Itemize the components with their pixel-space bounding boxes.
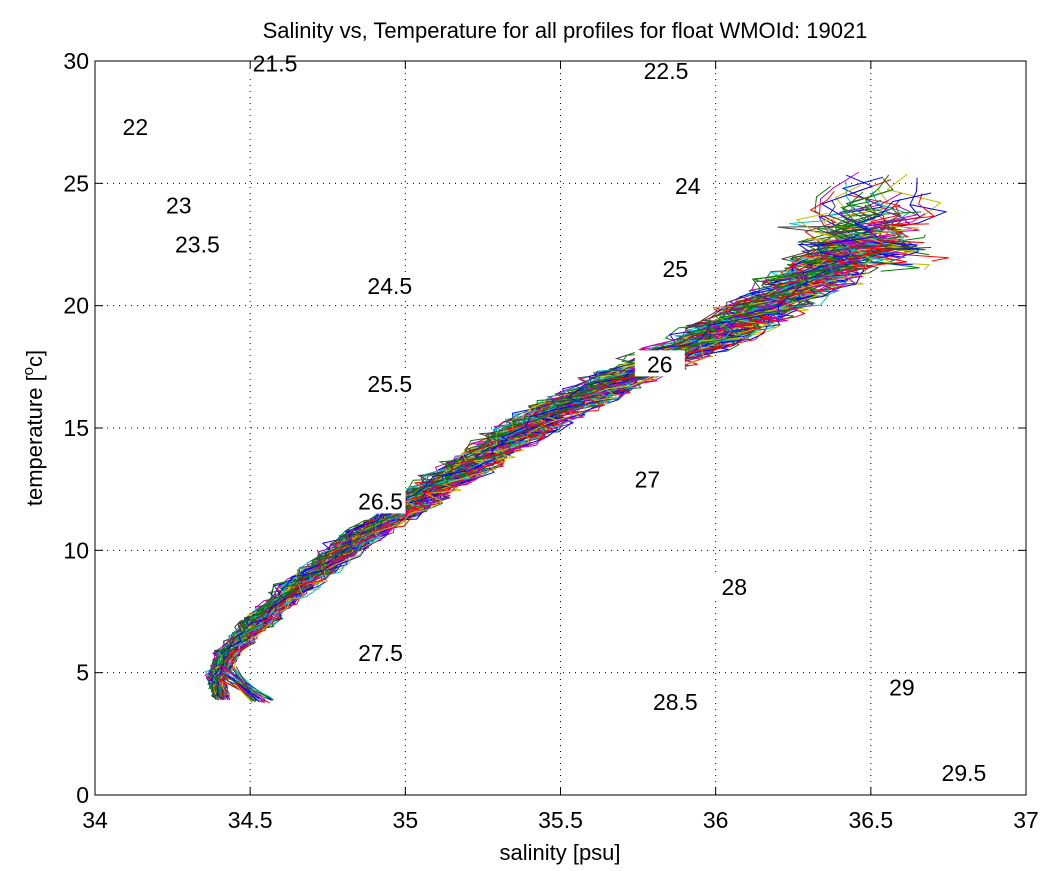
- x-tick-label: 36.5: [848, 807, 893, 833]
- contour-label-bg: [662, 171, 713, 198]
- density-contour-label: 24.5: [367, 273, 412, 299]
- density-contour-label: 21.5: [253, 50, 298, 76]
- profile-line: [214, 174, 890, 699]
- chart-title: Salinity vs, Temperature for all profile…: [263, 18, 868, 43]
- contour-label-bg: [153, 191, 204, 218]
- contour-label-bg: [634, 350, 685, 377]
- profile-line: [220, 246, 920, 696]
- density-contour-label: 26.5: [358, 488, 403, 514]
- contour-label-bg: [364, 369, 415, 396]
- density-contour-label: 22.5: [644, 58, 689, 84]
- profile-lines: [204, 171, 949, 704]
- profile-line: [218, 241, 931, 697]
- y-tick-label: 0: [76, 782, 89, 808]
- profile-line: [214, 201, 893, 697]
- profile-line: [221, 234, 894, 696]
- x-tick-label: 36: [703, 807, 729, 833]
- profile-line: [211, 212, 864, 697]
- x-tick-label: 35.5: [538, 807, 583, 833]
- profile-line: [220, 245, 920, 698]
- density-contour-label: 22: [123, 114, 149, 140]
- profile-line: [209, 176, 885, 695]
- profile-line: [213, 188, 889, 698]
- y-tick-label: 10: [63, 537, 89, 563]
- x-tick-label: 37: [1013, 807, 1039, 833]
- contour-label-bg: [249, 49, 300, 76]
- density-contour-label: 28.5: [653, 689, 698, 715]
- contour-label-bg: [650, 254, 701, 281]
- profile-line: [217, 239, 925, 700]
- density-contour-label: 27: [635, 466, 661, 492]
- density-contour-label: 29.5: [942, 760, 987, 786]
- x-tick-label: 35: [393, 807, 419, 833]
- contour-label-bg: [172, 230, 223, 257]
- density-contour-label: 23.5: [175, 232, 220, 258]
- profile-line: [219, 240, 930, 698]
- profile-line: [218, 243, 908, 697]
- y-tick-label: 20: [63, 293, 89, 319]
- profile-line: [208, 243, 913, 697]
- contour-label-bg: [876, 673, 927, 700]
- profile-line: [211, 244, 949, 697]
- profile-line: [221, 665, 267, 701]
- profile-line: [208, 208, 870, 697]
- profile-line: [208, 242, 932, 698]
- profile-line: [212, 246, 894, 697]
- profile-line: [234, 683, 252, 702]
- contour-label-bg: [355, 639, 406, 666]
- contour-label-bg: [622, 465, 673, 492]
- contour-label-bg: [650, 688, 701, 715]
- profile-line: [210, 192, 932, 700]
- profile-line: [216, 191, 906, 700]
- profile-line: [213, 184, 867, 701]
- profile-line: [220, 246, 908, 696]
- contour-label-bg: [709, 573, 760, 600]
- x-axis-label: salinity [psu]: [499, 840, 620, 865]
- density-contour-label: 25.5: [367, 371, 412, 397]
- density-contour-label: 24: [675, 173, 701, 199]
- x-tick-label: 34.5: [228, 807, 273, 833]
- y-tick-label: 15: [63, 415, 89, 441]
- profile-line: [220, 234, 926, 697]
- contour-label-bg: [110, 113, 161, 140]
- contour-label-bg: [938, 758, 989, 785]
- y-axis-label: temperature [oc]: [20, 350, 47, 506]
- density-contour-label: 28: [721, 574, 747, 600]
- y-tick-label: 5: [76, 660, 89, 686]
- density-contour-label: 27.5: [358, 640, 403, 666]
- profile-line: [216, 241, 917, 700]
- profile-line: [221, 240, 919, 698]
- x-tick-label: 34: [82, 807, 108, 833]
- profile-line: [214, 241, 897, 698]
- profile-line: [223, 245, 909, 700]
- contour-label-bg: [364, 272, 415, 299]
- density-contour-labels: 21.5 22 22.5 23 23.5 24 24.5 25 25.5 26 26.5 27 27.5…: [110, 49, 989, 786]
- y-tick-label: 25: [63, 170, 89, 196]
- density-contour-label: 29: [889, 674, 915, 700]
- profile-line: [219, 243, 918, 699]
- density-contour-label: 25: [663, 256, 689, 282]
- axis-ticks: 34 34.5 35 35.5 36 36.5 37 0 5 10 15 20 25 30: [63, 48, 1038, 833]
- profile-line: [220, 225, 920, 696]
- y-tick-label: 30: [63, 48, 89, 74]
- contour-label-bg: [355, 487, 406, 514]
- profile-line: [221, 674, 274, 701]
- profile-line: [214, 171, 881, 700]
- profile-line: [235, 666, 256, 700]
- density-contour-label: 23: [166, 192, 192, 218]
- density-contour-label: 26: [647, 351, 673, 377]
